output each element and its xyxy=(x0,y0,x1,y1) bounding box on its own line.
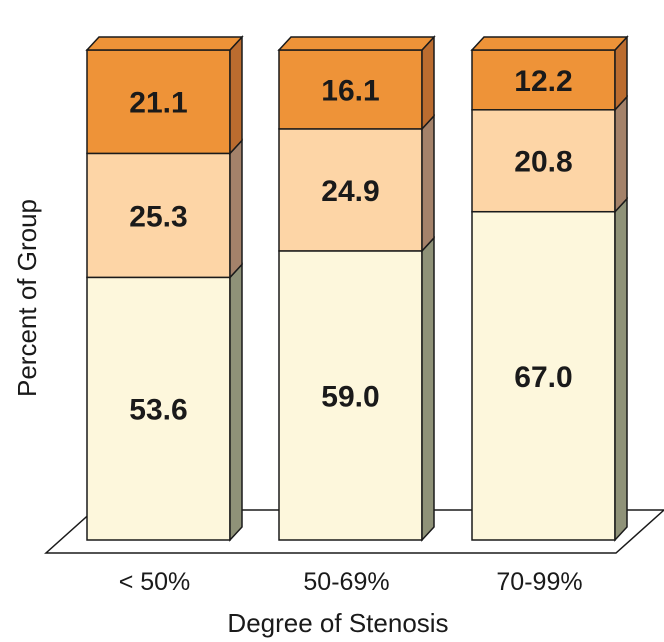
bar-segment-side xyxy=(421,35,435,131)
data-label: 16.1 xyxy=(321,74,379,107)
data-label: 53.6 xyxy=(129,394,187,427)
x-tick-label: < 50% xyxy=(119,568,191,596)
bar-segment-front xyxy=(471,210,616,541)
data-label: 20.8 xyxy=(514,146,572,179)
bar-segment-side xyxy=(229,138,243,280)
bar-segment-side xyxy=(421,235,435,542)
x-tick-label: 50-69% xyxy=(303,568,389,596)
y-axis-label: Percent of Group xyxy=(12,199,42,397)
bar-segment-side xyxy=(421,113,435,253)
bar-segment-side xyxy=(229,262,243,542)
bar-segment-front xyxy=(86,49,231,155)
bar-top-face xyxy=(277,36,436,51)
bar-segment-front xyxy=(278,128,423,252)
bar-top-face xyxy=(85,36,244,51)
bar-stack: 53.6 25.3 21.1 xyxy=(85,35,244,542)
bars-group: 53.6 25.3 21.1 59.0 24.9 16.1 67.0 20.8 12.2 xyxy=(85,35,629,542)
bar-top-face xyxy=(470,36,629,51)
data-label: 25.3 xyxy=(129,200,187,233)
data-label: 24.9 xyxy=(321,175,379,208)
bar-segment-side xyxy=(614,196,628,542)
x-tick-label: 70-99% xyxy=(496,568,582,596)
bar-segment-side xyxy=(229,35,243,156)
x-axis-label: Degree of Stenosis xyxy=(227,608,448,638)
bar-stack: 67.0 20.8 12.2 xyxy=(470,35,629,542)
bar-segment-side xyxy=(614,94,628,214)
x-tick-labels: < 50% 50-69% 70-99% xyxy=(119,568,583,596)
bar-segment-front xyxy=(278,250,423,541)
data-label: 67.0 xyxy=(514,361,572,394)
bar-segment-front xyxy=(278,49,423,130)
bar-segment-front xyxy=(86,276,231,541)
data-label: 12.2 xyxy=(514,65,572,98)
data-label: 59.0 xyxy=(321,380,379,413)
bar-stack: 59.0 24.9 16.1 xyxy=(277,35,436,542)
data-label: 21.1 xyxy=(129,87,187,120)
